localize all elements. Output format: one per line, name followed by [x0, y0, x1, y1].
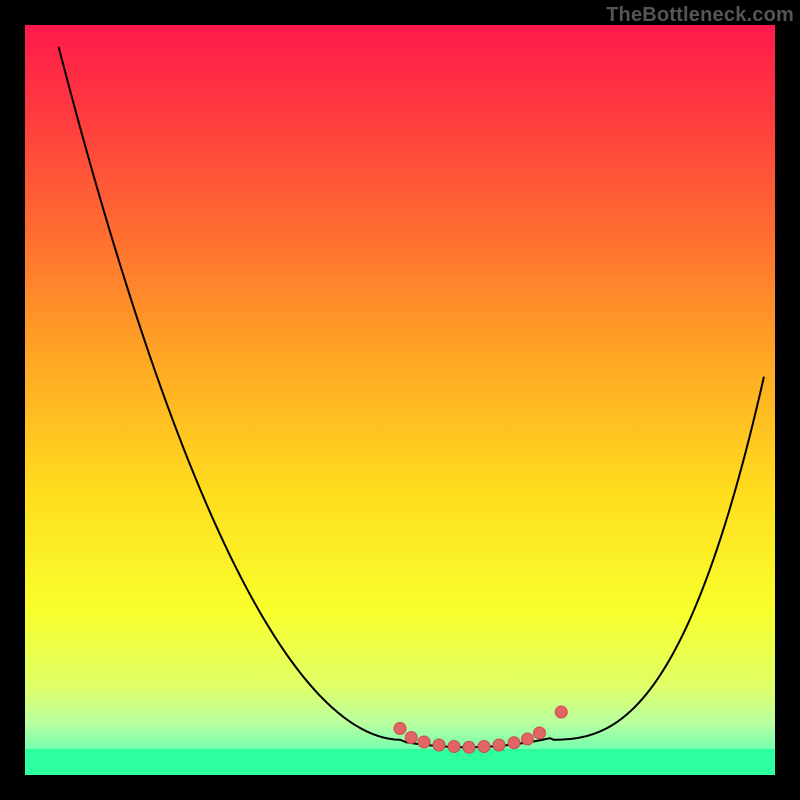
chart-frame: TheBottleneck.com: [0, 0, 800, 800]
plot-area: [25, 25, 775, 775]
bottleneck-curve-chart: [25, 25, 775, 775]
watermark-label: TheBottleneck.com: [606, 4, 794, 27]
